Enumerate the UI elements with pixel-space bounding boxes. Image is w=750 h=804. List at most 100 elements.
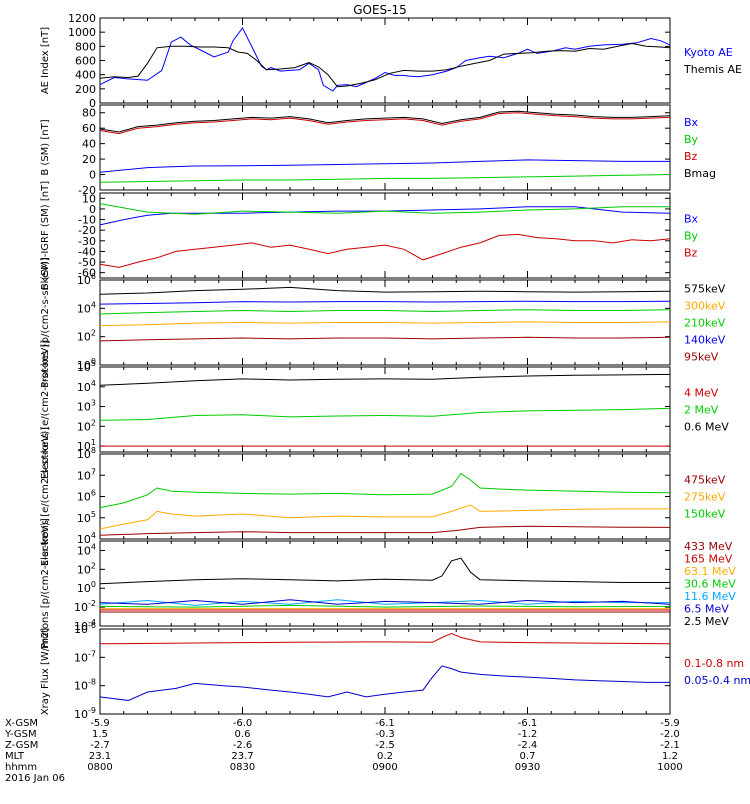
series-line <box>99 42 671 88</box>
y-tick-label: 105 <box>77 359 96 374</box>
axis-row-value: 23.1 <box>89 751 111 762</box>
y-axis-label: B (SM)-IGRF (SM) [nT] <box>40 181 51 290</box>
axis-row-value: -2.6 <box>233 740 253 751</box>
series-line <box>99 504 670 530</box>
axis-row-value: -6.1 <box>375 718 395 729</box>
y-tick-label: 10-7 <box>74 649 96 664</box>
series-line <box>99 321 671 327</box>
y-axis-label: AE Index [nT] <box>40 27 51 94</box>
axis-row-value: -1.2 <box>518 729 538 740</box>
y-tick-label: 800 <box>75 40 96 53</box>
y-tick-label: 106 <box>77 272 96 287</box>
series-line <box>99 110 671 133</box>
y-axis-label: B (SM) [nT] <box>40 119 51 175</box>
axis-row-value: 0830 <box>230 762 255 773</box>
legend-entry: 300keV <box>684 300 726 313</box>
y-tick-label: 102 <box>77 329 96 344</box>
y-tick-label: 0 <box>89 203 96 216</box>
axis-row-value: 23.7 <box>231 751 253 762</box>
series-line <box>99 604 671 608</box>
y-tick-label: -30 <box>78 235 96 248</box>
y-tick-label: -40 <box>78 245 96 258</box>
axis-row-value: -5.9 <box>660 718 680 729</box>
series-line <box>99 309 671 315</box>
y-tick-label: 104 <box>77 542 96 557</box>
axis-row-value: 0900 <box>372 762 397 773</box>
axis-row-value: 0.6 <box>235 729 251 740</box>
y-axis-label: Protons [p/(cm2-s-sr-keV)] <box>40 257 51 388</box>
axis-row-label: hhmm <box>5 762 37 773</box>
y-tick-label: 104 <box>77 300 96 315</box>
series-line <box>99 203 670 215</box>
y-tick-label: 200 <box>75 83 96 96</box>
y-tick-label: 104 <box>77 379 96 394</box>
y-tick-label: 107 <box>77 467 96 482</box>
y-tick-label: 106 <box>77 489 96 504</box>
legend-entry: Bx <box>684 213 699 226</box>
y-tick-label: 80 <box>82 107 96 120</box>
y-axis-label: Protons [p/(cm2-s-sr-keV)] <box>40 518 51 649</box>
legend-entry: 4 MeV <box>684 387 719 400</box>
axis-row-label: Z-GSM <box>5 740 38 751</box>
y-tick-label: 60 <box>82 122 96 135</box>
legend-entry: Kyoto AE <box>684 46 733 59</box>
legend-entry: 0.05-0.4 nm <box>684 674 750 687</box>
legend-entry: Bz <box>684 247 698 260</box>
y-tick-label: 102 <box>77 418 96 433</box>
legend-entry: 2 MeV <box>684 404 719 417</box>
axis-date: 2016 Jan 06 <box>5 773 65 784</box>
series-line <box>99 557 670 585</box>
axis-row-value: 0.2 <box>377 751 393 762</box>
legend-entry: 210keV <box>684 317 726 330</box>
axis-row-value: -5.9 <box>90 718 110 729</box>
legend-entry: Bx <box>684 116 699 129</box>
series-line <box>99 373 671 386</box>
legend-entry: By <box>684 133 699 146</box>
series-line <box>99 233 671 268</box>
legend-entry: 30.6 MeV <box>684 578 736 591</box>
axis-row-value: 0930 <box>515 762 540 773</box>
panel-frame <box>99 17 671 104</box>
y-tick-label: 10-8 <box>74 678 96 693</box>
legend-entry: 0.1-0.8 nm <box>684 657 744 670</box>
y-tick-label: 108 <box>77 446 96 461</box>
legend-entry: 150keV <box>684 508 726 521</box>
panel-frame <box>99 192 671 279</box>
series-line <box>99 665 670 702</box>
y-tick-label: -20 <box>78 184 96 197</box>
axis-row-value: -6.1 <box>518 718 538 729</box>
axis-row-value: -2.4 <box>518 740 538 751</box>
legend-entry: Bz <box>684 150 698 163</box>
y-tick-label: -50 <box>78 256 96 269</box>
series-line <box>99 599 670 606</box>
y-tick-label: 1200 <box>68 12 96 25</box>
series-line <box>99 599 671 605</box>
y-tick-label: 20 <box>82 153 96 166</box>
y-tick-label: -60 <box>78 267 96 280</box>
y-tick-label: 105 <box>77 510 96 525</box>
panel-6: 104 105 106 107 108 Electrons [e/(cm2-s-sr-ke… <box>40 427 726 566</box>
axis-row-value: 1.2 <box>662 751 678 762</box>
axis-row-value: -2.0 <box>660 729 680 740</box>
legend-entry: 6.5 MeV <box>684 603 729 616</box>
y-tick-label: 0 <box>89 169 96 182</box>
y-tick-label: 400 <box>75 69 96 82</box>
legend-entry: 475keV <box>684 474 726 487</box>
panel-frame <box>99 453 671 540</box>
panel-2: -20 0 20 40 60 80 B (SM) [nT] Bx By Bz Bmag <box>40 104 716 197</box>
legend-entry: 575keV <box>684 283 726 296</box>
y-tick-label: 10 <box>82 192 96 205</box>
axis-row-value: 0800 <box>87 762 112 773</box>
series-line <box>99 300 671 305</box>
legend-entry: 63.1 MeV <box>684 565 736 578</box>
y-axis-label: Electrons [e/(cm2-s-sr-keV)] <box>40 427 51 566</box>
series-line <box>99 174 671 183</box>
axis-row-value: 1000 <box>657 762 682 773</box>
series-line <box>99 26 671 92</box>
time-axis-layer: X-GSM -5.9 -6.0 -6.1 -6.1 -5.9 Y-GSM 1.5 0.6 -0.3… <box>4 718 683 784</box>
legend-entry: 140keV <box>684 334 726 347</box>
